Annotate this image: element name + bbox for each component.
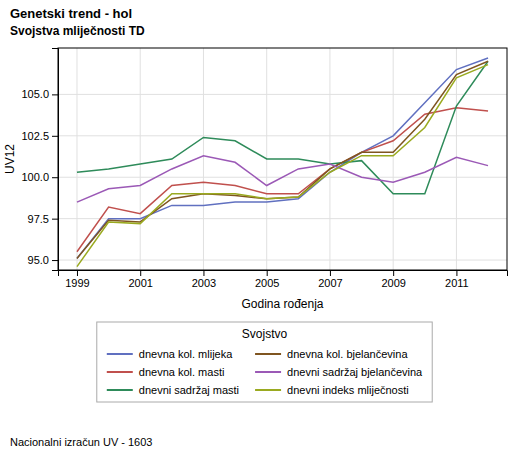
x-tick-mark bbox=[330, 270, 331, 276]
title: Genetski trend - hol bbox=[10, 6, 132, 21]
x-axis: 1999 2001 2003 2005 2007 2009 2011 bbox=[59, 270, 508, 289]
grid-line-x bbox=[76, 48, 77, 270]
grid-line-x bbox=[456, 48, 457, 270]
plot-area: 1999 2001 2003 2005 2007 2009 2011 95.0 97.5 100.… bbox=[3, 48, 508, 311]
legend-label: dnevna kol. masti bbox=[139, 366, 225, 378]
x-tick: 1999 bbox=[65, 270, 89, 289]
x-tick: 2011 bbox=[445, 270, 469, 289]
x-tick-label: 2001 bbox=[128, 277, 152, 289]
legend-item: dnevni indeks mliječnosti bbox=[255, 384, 409, 396]
x-tick-label: 1999 bbox=[65, 277, 89, 289]
x-tick-label: 2009 bbox=[381, 277, 405, 289]
legend-label: dnevni sadržaj bjelančevina bbox=[287, 366, 423, 378]
y-axis-label: UV12 bbox=[3, 144, 17, 174]
y-tick: 95.0 bbox=[28, 254, 58, 266]
y-tick-mark bbox=[52, 94, 58, 95]
legend-swatch bbox=[255, 353, 281, 355]
legend-label: dnevni sadržaj masti bbox=[139, 384, 239, 396]
chart: Genetski trend - hol Svojstva mliječnosti… bbox=[0, 0, 529, 454]
legend-label: dnevni indeks mliječnosti bbox=[287, 384, 409, 396]
x-tick-label: 2003 bbox=[192, 277, 216, 289]
grid-line-y bbox=[58, 260, 507, 261]
legend-swatch bbox=[107, 353, 133, 355]
x-tick-label: 2011 bbox=[445, 277, 469, 289]
legend-frame bbox=[97, 322, 432, 402]
lines bbox=[77, 58, 488, 267]
x-tick: 2003 bbox=[192, 270, 216, 289]
grid bbox=[58, 48, 507, 270]
y-tick-mark bbox=[52, 136, 58, 137]
y-tick-label: 105.0 bbox=[21, 88, 49, 100]
legend-swatch bbox=[107, 389, 133, 391]
x-tick-mark bbox=[456, 270, 457, 276]
x-tick: 2007 bbox=[318, 270, 342, 289]
y-tick-label: 102.5 bbox=[21, 130, 49, 142]
series-line bbox=[77, 65, 488, 267]
y-tick: 105.0 bbox=[21, 88, 58, 100]
x-axis-label: Godina rođenja bbox=[241, 297, 323, 311]
grid-line-y bbox=[58, 94, 507, 95]
x-tick: 2009 bbox=[381, 270, 405, 289]
series-line bbox=[77, 61, 488, 194]
legend-swatch bbox=[255, 371, 281, 373]
y-tick: 100.0 bbox=[21, 171, 58, 183]
legend-label: dnevna kol. bjelančevina bbox=[287, 348, 408, 360]
x-tick-mark bbox=[203, 270, 204, 276]
legend-title: Svojstvo bbox=[242, 327, 288, 341]
grid-line-x bbox=[393, 48, 394, 270]
legend-swatch bbox=[107, 371, 133, 373]
y-tick: 102.5 bbox=[21, 130, 58, 142]
grid-line-x bbox=[140, 48, 141, 270]
y-axis-line bbox=[52, 49, 59, 271]
series-line bbox=[77, 58, 488, 258]
grid-line-y bbox=[58, 135, 507, 136]
x-tick-label: 2005 bbox=[255, 277, 279, 289]
x-tick: 2001 bbox=[128, 270, 152, 289]
x-tick-mark bbox=[393, 270, 394, 276]
x-tick-mark bbox=[77, 270, 78, 276]
legend-item: dnevni sadržaj masti bbox=[107, 384, 239, 396]
y-axis: 95.0 97.5 100.0 102.5 105.0 bbox=[21, 49, 58, 271]
legend-item: dnevni sadržaj bjelančevina bbox=[255, 366, 423, 378]
subtitle: Svojstva mliječnosti TD bbox=[10, 24, 145, 38]
x-tick-label: 2007 bbox=[318, 277, 342, 289]
y-tick-label: 95.0 bbox=[28, 254, 49, 266]
x-axis-line bbox=[59, 271, 508, 277]
grid-line-x bbox=[329, 48, 330, 270]
y-tick-label: 97.5 bbox=[28, 213, 49, 225]
legend-swatch bbox=[255, 389, 281, 391]
series-line bbox=[77, 61, 488, 258]
series-line bbox=[77, 156, 488, 202]
y-tick-mark bbox=[52, 219, 58, 220]
footnote: Nacionalni izračun UV - 1603 bbox=[10, 436, 152, 448]
y-tick: 97.5 bbox=[28, 213, 58, 225]
plot-frame bbox=[58, 48, 507, 270]
y-tick-mark bbox=[52, 260, 58, 261]
x-tick: 2005 bbox=[255, 270, 279, 289]
series-line bbox=[77, 108, 488, 252]
legend-label: dnevna kol. mlijeka bbox=[139, 348, 233, 360]
y-tick-mark bbox=[52, 177, 58, 178]
legend-item: dnevna kol. masti bbox=[107, 366, 225, 378]
legend-item: dnevna kol. bjelančevina bbox=[255, 348, 408, 360]
grid-line-x bbox=[203, 48, 204, 270]
y-tick-label: 100.0 bbox=[21, 171, 49, 183]
legend-item: dnevna kol. mlijeka bbox=[107, 348, 233, 360]
x-tick-mark bbox=[140, 270, 141, 276]
legend: Svojstvo dnevna kol. mlijeka dnevna kol. m… bbox=[97, 322, 432, 402]
x-tick-mark bbox=[267, 270, 268, 276]
